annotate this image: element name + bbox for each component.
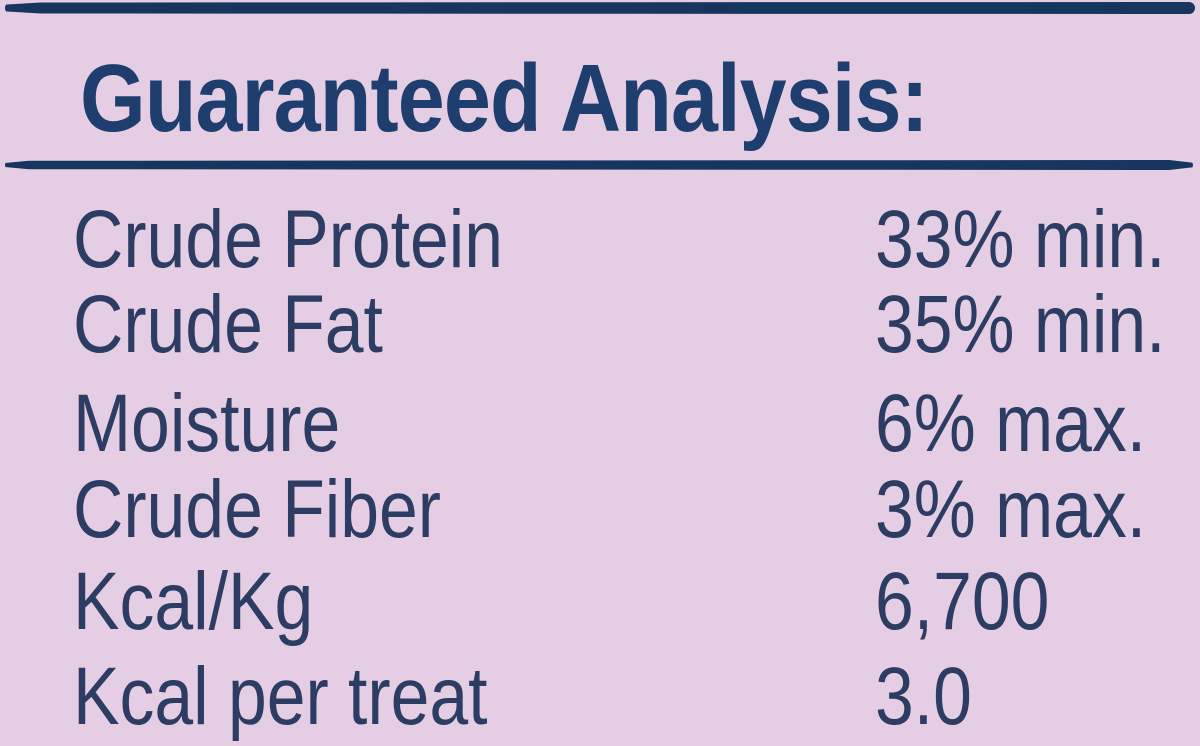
nutrient-label: Kcal/Kg	[73, 556, 314, 647]
nutrient-value: 35% min.	[875, 279, 1166, 370]
nutrient-label: Crude Fiber	[73, 464, 442, 555]
nutrient-value: 33% min.	[875, 194, 1166, 285]
analysis-row: Crude Protein 33% min.	[0, 199, 1200, 289]
analysis-row: Kcal per treat 3.0	[0, 656, 1200, 746]
analysis-row: Moisture 6% max.	[0, 383, 1200, 473]
nutrient-label: Kcal per treat	[73, 651, 488, 742]
nutrient-value: 6% max.	[875, 378, 1147, 469]
top-accent-rule	[5, 2, 1195, 14]
analysis-row: Crude Fiber 3% max.	[0, 469, 1200, 559]
nutrient-value: 3.0	[875, 651, 972, 742]
nutrient-label: Crude Protein	[73, 194, 504, 285]
title-divider-rule	[5, 160, 1193, 170]
panel-title: Guaranteed Analysis:	[80, 45, 929, 152]
nutrient-label: Moisture	[73, 378, 341, 469]
analysis-row: Crude Fat 35% min.	[0, 284, 1200, 374]
nutrient-label: Crude Fat	[73, 279, 383, 370]
nutrient-value: 3% max.	[875, 464, 1147, 555]
analysis-row: Kcal/Kg 6,700	[0, 561, 1200, 651]
nutrient-value: 6,700	[875, 556, 1050, 647]
